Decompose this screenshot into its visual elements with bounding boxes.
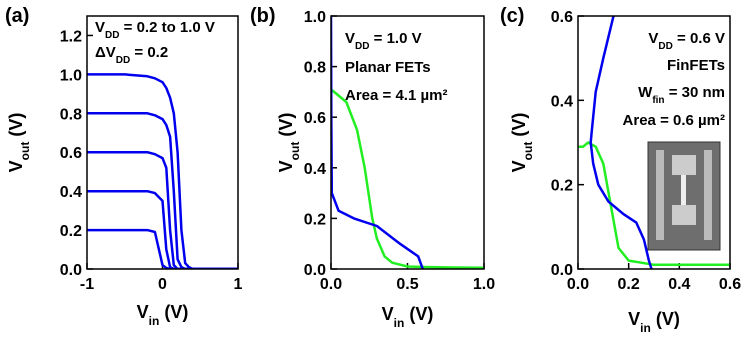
text-part: (V) [651, 309, 680, 329]
curve [87, 112, 238, 269]
text-part: V [382, 304, 394, 324]
x-tick-label: 1.0 [473, 276, 495, 293]
text-part: (V) [6, 113, 26, 142]
text-part: V [137, 302, 149, 322]
annotation: Area = 0.6 µm² [623, 112, 725, 129]
curve [331, 88, 484, 269]
x-axis-label: Vin (V) [382, 304, 434, 330]
subscript: out [521, 142, 535, 161]
panel-label: (a) [5, 5, 29, 27]
annotation: Area = 4.1 µm² [345, 87, 447, 104]
x-tick-label: 0.6 [719, 276, 741, 293]
y-tick-label: 0.8 [60, 106, 82, 123]
text-part: (V) [159, 302, 188, 322]
annotation: ΔVDD = 0.2 [95, 44, 168, 66]
y-tick-label: 1.2 [60, 28, 82, 45]
subscript: DD [116, 55, 130, 66]
x-axis-label: Vin (V) [628, 309, 680, 335]
y-tick-label: 0.6 [60, 145, 82, 162]
x-tick-label: 0.5 [396, 276, 418, 293]
y-tick-label: 0.4 [60, 184, 82, 201]
y-axis-label: Vout (V) [6, 113, 32, 173]
plot-frame [86, 15, 239, 270]
y-tick-label: 0.6 [551, 9, 573, 26]
y-tick-label: 0.2 [60, 223, 82, 240]
y-tick-label: 0.4 [304, 161, 326, 178]
annotation: VDD = 0.2 to 1.0 V [95, 19, 215, 41]
plot-frame [577, 15, 731, 270]
text-part: V [276, 160, 296, 172]
subscript: fin [652, 95, 664, 106]
x-tick-label: 1 [234, 276, 243, 293]
text-part: (V) [276, 113, 296, 142]
annotation: VDD = 1.0 V [345, 30, 422, 52]
text-part: (V) [509, 113, 529, 142]
text-part: Planar FETs [345, 59, 431, 76]
text-part: V [95, 19, 105, 36]
y-axis-label: Vout (V) [276, 113, 302, 173]
curve [87, 73, 238, 269]
text-part: Area = 4.1 µm² [345, 87, 447, 104]
x-tick-label: -1 [80, 276, 94, 293]
subscript: in [640, 321, 651, 335]
subscript: in [149, 314, 160, 328]
annotation: VDD = 0.6 V [648, 30, 725, 52]
y-tick-label: 0.6 [304, 110, 326, 127]
annotation: Wfin = 30 nm [638, 84, 725, 106]
y-tick-label: 0.4 [551, 93, 573, 110]
text-part: V [648, 30, 658, 47]
annotation: FinFETs [667, 57, 725, 74]
curve [87, 228, 238, 269]
subscript: DD [658, 41, 672, 52]
text-part: = 0.2 [130, 44, 168, 61]
y-tick-label: 0.2 [304, 211, 326, 228]
y-tick-label: 0.8 [304, 60, 326, 77]
text-part: = 30 nm [665, 84, 725, 101]
text-part: FinFETs [667, 57, 725, 74]
x-tick-label: 0.0 [320, 276, 342, 293]
x-tick-label: 0 [158, 276, 167, 293]
text-part: = 0.6 V [673, 30, 725, 47]
subscript: out [288, 142, 302, 161]
text-part: V [345, 30, 355, 47]
y-tick-label: 0.0 [551, 262, 573, 279]
x-axis-label: Vin (V) [137, 302, 189, 328]
x-tick-label: 0.4 [668, 276, 690, 293]
y-tick-label: 0.2 [551, 178, 573, 195]
annotation: Planar FETs [345, 59, 431, 76]
curve [331, 16, 424, 269]
inset-image [647, 141, 721, 251]
text-part: = 0.2 to 1.0 V [119, 19, 214, 36]
plot-frame [330, 15, 485, 270]
text-part: V [509, 160, 529, 172]
y-axis-label: Vout (V) [509, 113, 535, 173]
text-part: V [6, 160, 26, 172]
y-tick-label: 0.0 [304, 262, 326, 279]
text-part: Area = 0.6 µm² [623, 112, 725, 129]
curve [589, 16, 653, 269]
subscript: DD [355, 41, 369, 52]
curve [87, 189, 238, 269]
text-part: W [638, 84, 653, 101]
curve [87, 150, 238, 269]
subscript: in [394, 316, 405, 330]
y-tick-label: 1.0 [304, 9, 326, 26]
y-tick-label: 0.0 [60, 262, 82, 279]
text-part: ΔV [95, 44, 116, 61]
subscript: DD [105, 30, 119, 41]
y-tick-label: 1.0 [60, 67, 82, 84]
x-tick-label: 0.2 [618, 276, 640, 293]
curve [578, 141, 730, 267]
text-part: (V) [404, 304, 433, 324]
panel-label: (b) [250, 5, 276, 27]
text-part: = 1.0 V [369, 30, 421, 47]
panel-label: (c) [500, 5, 524, 27]
subscript: out [18, 142, 32, 161]
text-part: V [628, 309, 640, 329]
x-tick-label: 0.0 [567, 276, 589, 293]
